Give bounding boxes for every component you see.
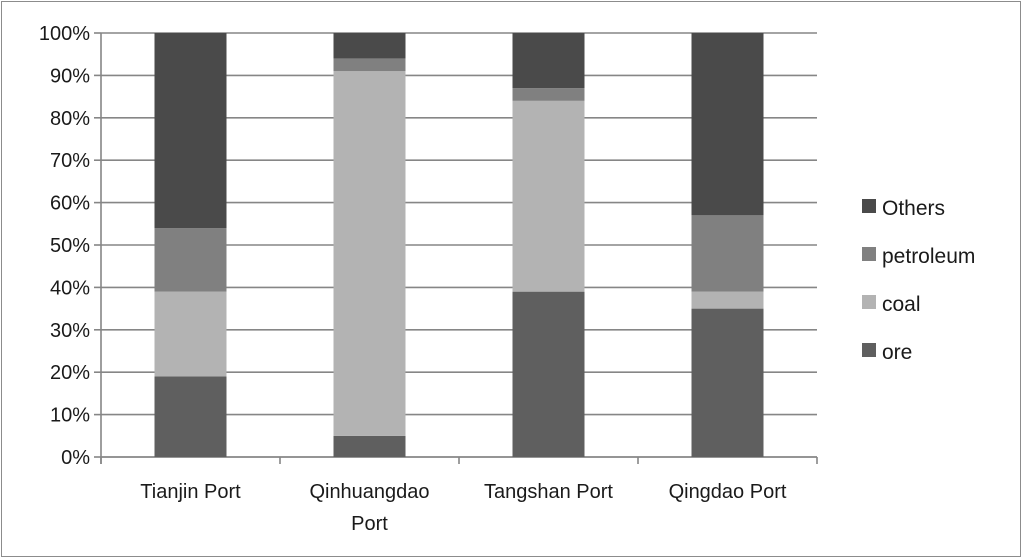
legend-label-petroleum: petroleum	[882, 245, 975, 268]
bar-segment-petroleum	[333, 58, 406, 72]
y-tick-label: 90%	[50, 65, 90, 87]
bar-segment-others	[512, 33, 585, 89]
bar-segment-petroleum	[512, 88, 585, 101]
bar-segment-ore	[691, 308, 764, 457]
x-tick-label: Qinhuangdao	[309, 481, 429, 503]
legend-swatch-coal	[862, 295, 876, 309]
x-tick-label: Qingdao Port	[669, 481, 787, 503]
bar-segment-coal	[512, 100, 585, 292]
y-tick-label: 30%	[50, 320, 90, 342]
bar-segment-ore	[512, 291, 585, 457]
y-tick-label: 20%	[50, 362, 90, 384]
bar-segment-others	[154, 33, 227, 229]
bar-segment-ore	[154, 376, 227, 457]
bar-segment-coal	[691, 291, 764, 309]
y-tick-label: 100%	[39, 23, 90, 45]
y-tick-label: 50%	[50, 235, 90, 257]
legend-swatch-others	[862, 199, 876, 213]
x-tick-label: Tianjin Port	[140, 481, 241, 503]
bar-segment-others	[691, 33, 764, 216]
y-tick-label: 10%	[50, 405, 90, 427]
bar-segment-petroleum	[691, 215, 764, 292]
y-tick-label: 60%	[50, 193, 90, 215]
legend-label-ore: ore	[882, 341, 912, 364]
bar-segment-coal	[154, 291, 227, 377]
legend-swatch-ore	[862, 343, 876, 357]
x-tick-label: Tangshan Port	[484, 481, 613, 503]
x-tick-label: Port	[351, 513, 388, 535]
bar-segment-others	[333, 33, 406, 59]
bar-segment-ore	[333, 435, 406, 457]
y-tick-label: 80%	[50, 108, 90, 130]
legend-label-coal: coal	[882, 293, 921, 316]
legend-label-others: Others	[882, 197, 945, 220]
legend-swatch-petroleum	[862, 247, 876, 261]
bar-segment-coal	[333, 71, 406, 436]
y-tick-label: 70%	[50, 150, 90, 172]
y-tick-label: 40%	[50, 277, 90, 299]
bar-segment-petroleum	[154, 228, 227, 292]
y-tick-label: 0%	[61, 447, 90, 469]
